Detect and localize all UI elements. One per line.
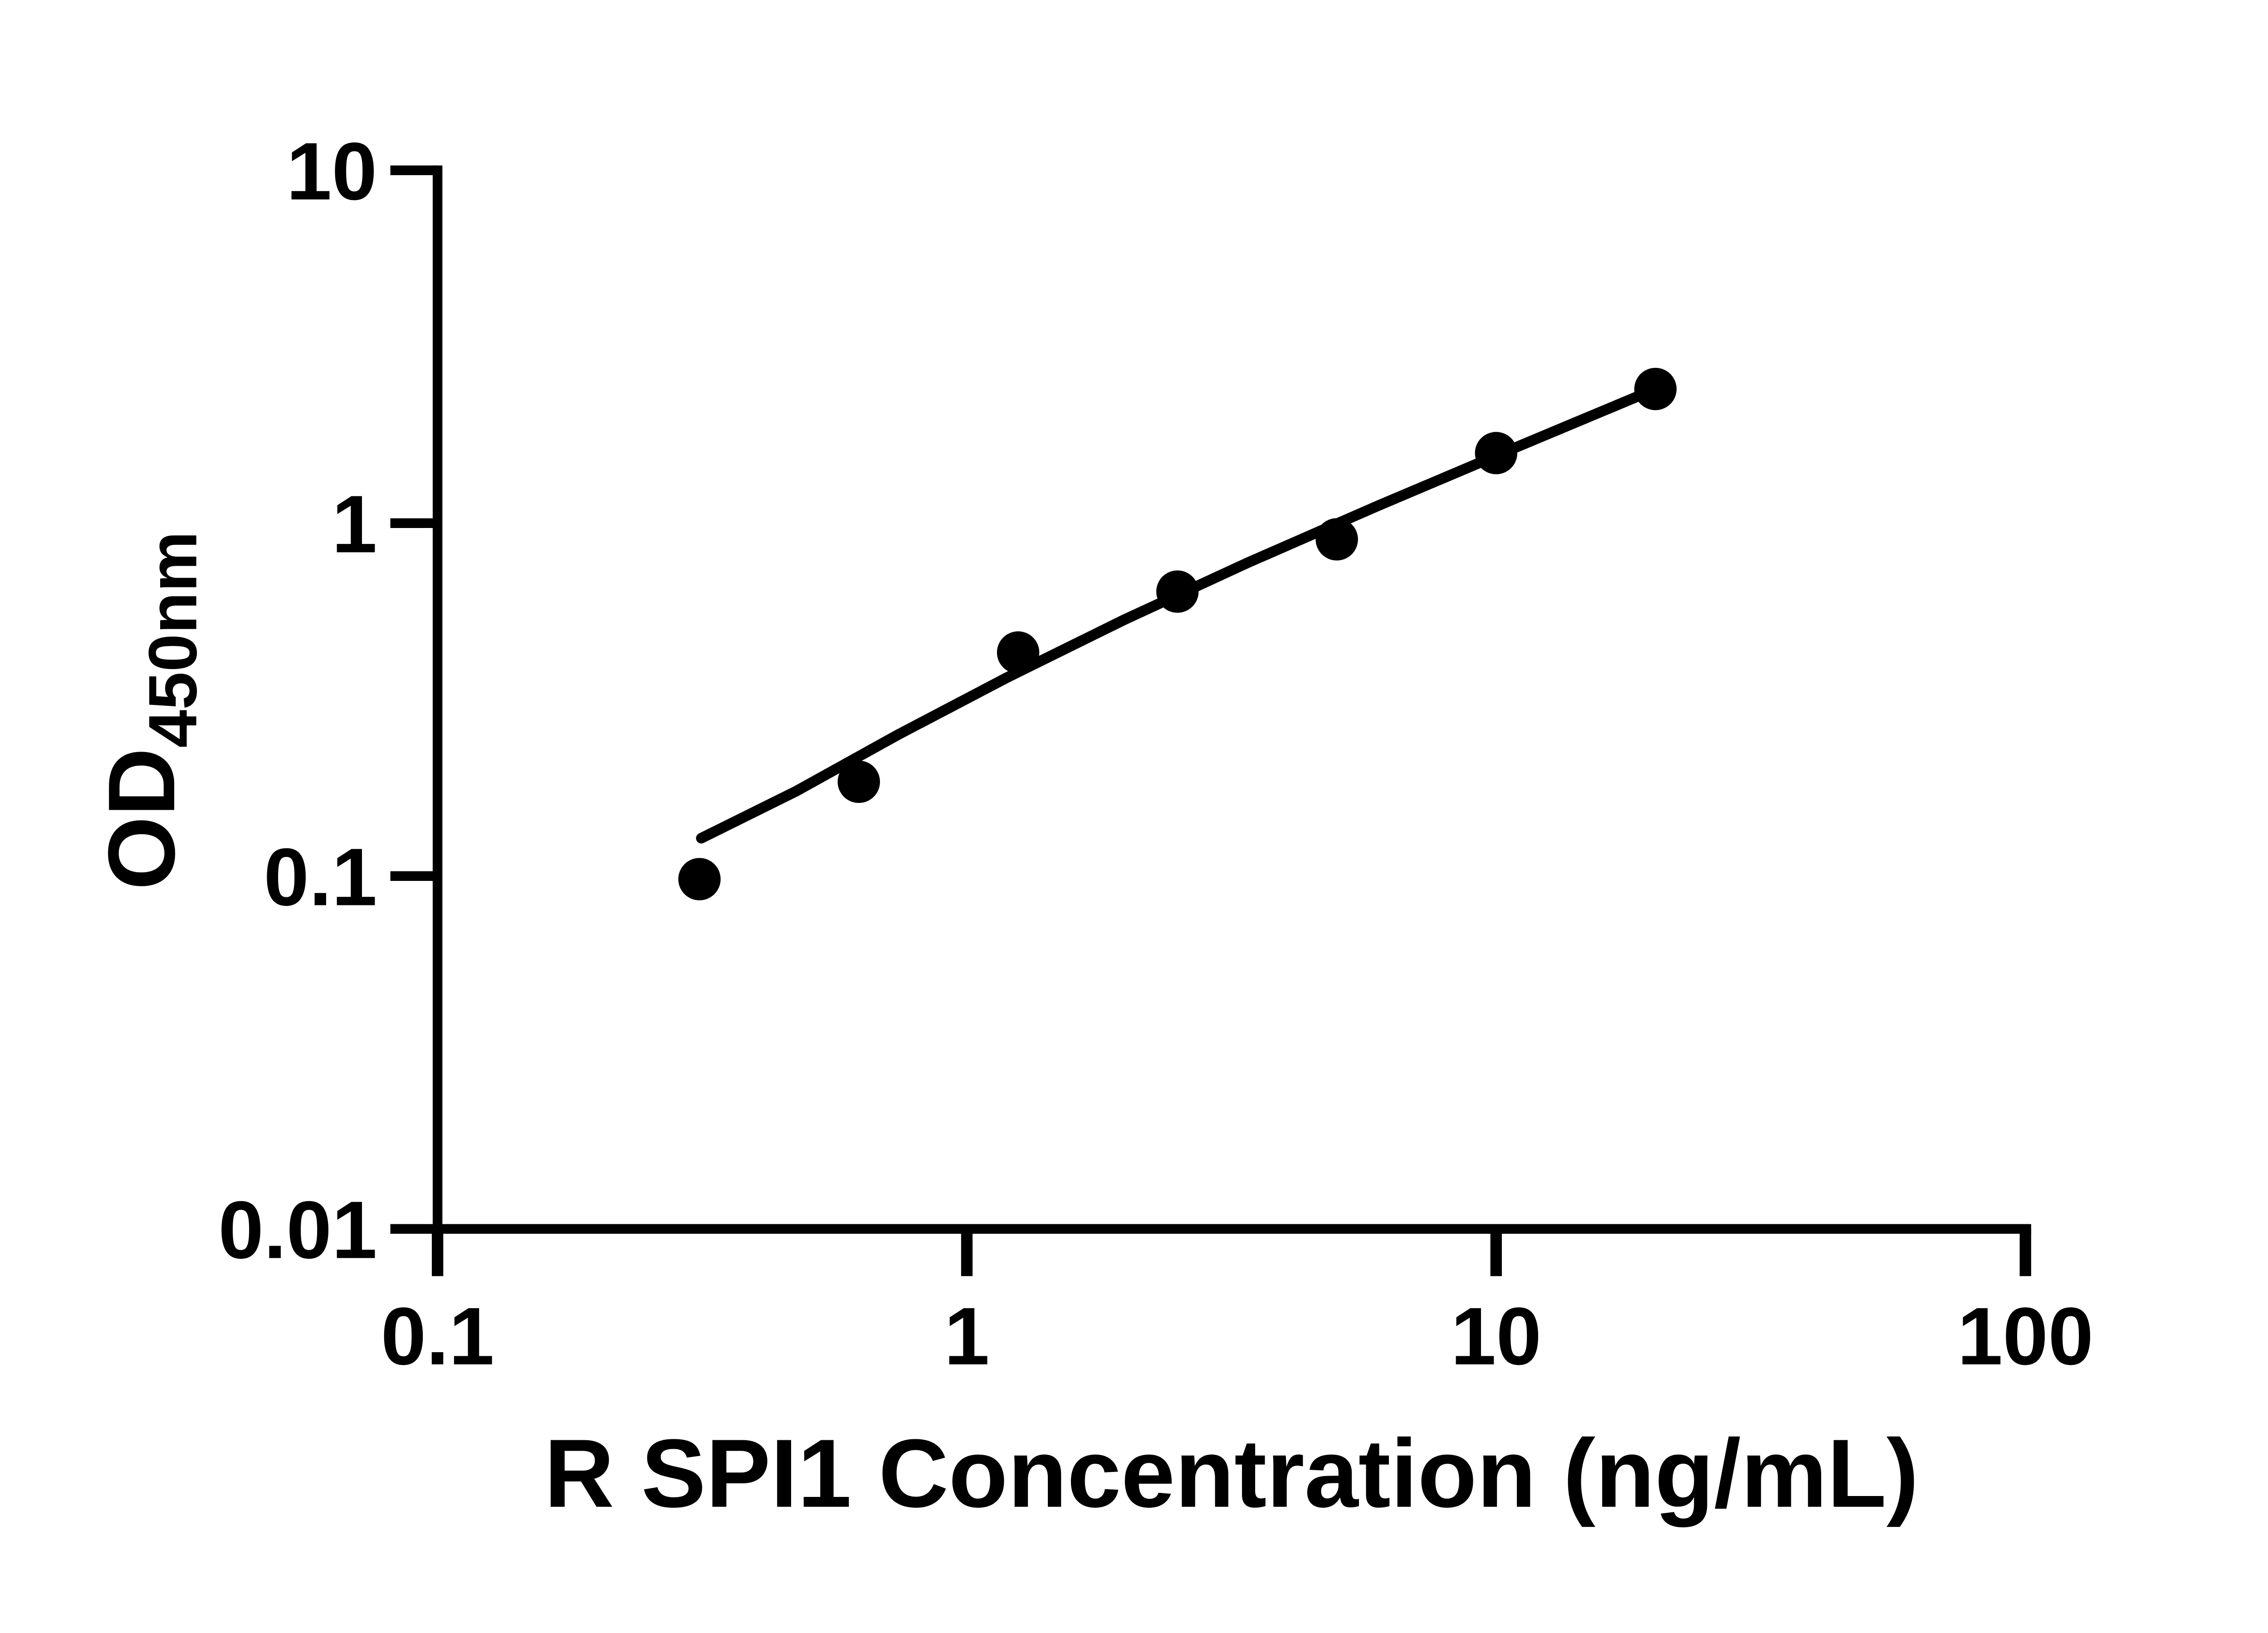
data-point-marker	[678, 858, 721, 900]
y-axis-title-main: OD	[89, 748, 195, 890]
x-tick-label: 0.1	[381, 1291, 494, 1382]
labels-layer: R SPI1 Concentration (ng/mL) OD450nm	[89, 531, 1919, 1528]
y-tick-label: 0.01	[218, 1184, 377, 1276]
data-point-marker	[837, 760, 880, 803]
fit-curve-line	[696, 383, 1661, 844]
data-point-marker	[1156, 570, 1199, 613]
y-tick-label: 10	[286, 126, 377, 217]
data-point-marker	[1475, 432, 1518, 474]
data-point-marker	[1315, 518, 1358, 561]
y-tick-label: 0.1	[264, 831, 377, 923]
figure-background	[0, 22, 2268, 1611]
data-point-marker	[997, 631, 1040, 674]
x-axis-title: R SPI1 Concentration (ng/mL)	[544, 1419, 1919, 1528]
x-tick-label: 100	[1957, 1291, 2093, 1382]
y-axis-title: OD450nm	[89, 531, 211, 890]
x-tick-label: 1	[944, 1291, 989, 1382]
x-tick-label: 10	[1451, 1291, 1541, 1382]
y-axis-title-subscript: 450nm	[135, 531, 211, 748]
data-point-marker	[1634, 367, 1677, 411]
plot-layer	[678, 367, 1677, 900]
y-tick-label: 1	[332, 479, 377, 570]
